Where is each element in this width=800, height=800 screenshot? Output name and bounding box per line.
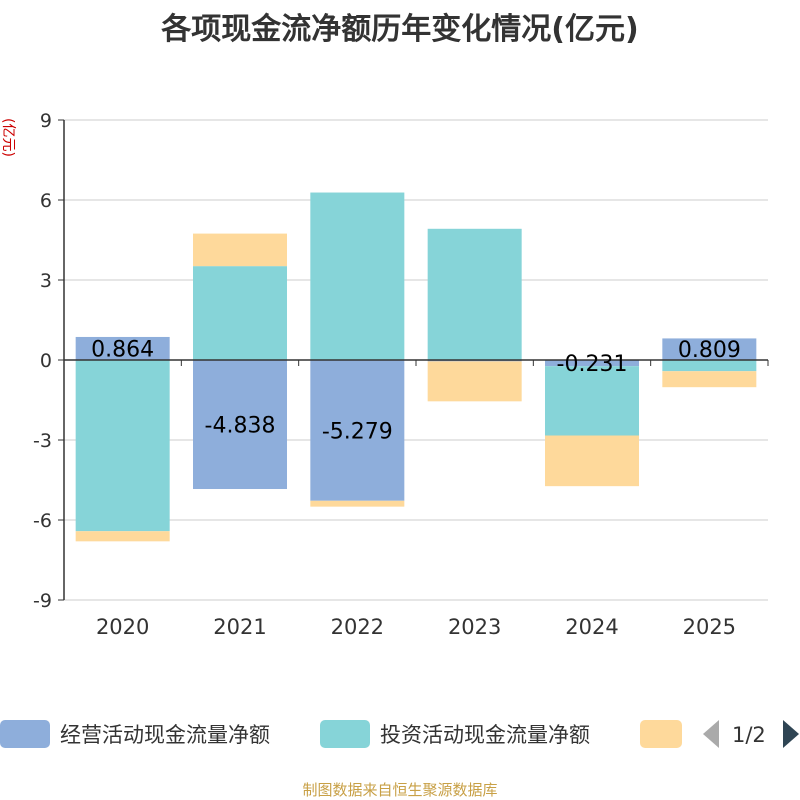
bar-2024-series-0[interactable] — [545, 360, 639, 367]
data-label-2020: 0.864 — [91, 337, 154, 362]
bar-2023-series-1[interactable] — [427, 228, 522, 360]
bar-2021-series-1[interactable] — [193, 266, 287, 360]
bar-2021-series-0[interactable] — [193, 360, 287, 490]
bar-2022-series-1[interactable] — [310, 192, 405, 360]
bar-2023-series-2[interactable] — [427, 361, 522, 402]
data-label-2021: -4.838 — [205, 414, 276, 439]
data-label-2024: -0.231 — [557, 352, 628, 377]
data-label-2022: -5.279 — [322, 419, 393, 444]
x-tick-label-2024: 2024 — [565, 615, 618, 639]
bar-2020-series-1[interactable] — [75, 360, 170, 532]
legend-label-operating[interactable]: 经营活动现金流量净额 — [60, 723, 270, 747]
data-label-2025: 0.809 — [678, 338, 741, 363]
legend-swatch-financing[interactable] — [640, 720, 682, 748]
y-tick-label-3: 0 — [40, 350, 52, 372]
chart-title: 各项现金流净额历年变化情况(亿元) — [161, 12, 639, 47]
bar-2025-series-2[interactable] — [662, 371, 757, 388]
y-tick-label-2: 3 — [40, 270, 52, 292]
data-labels: 0.864 -4.838 -5.279 -0.231 0.809 — [91, 337, 741, 444]
legend-page-indicator: 1/2 — [732, 723, 766, 747]
bar-2022-series-2[interactable] — [310, 500, 405, 507]
y-axis-label: (亿元) — [0, 118, 16, 157]
source-note: 制图数据来自恒生聚源数据库 — [302, 781, 497, 799]
x-tick-label-2023: 2023 — [448, 615, 501, 639]
legend-swatch-operating[interactable] — [0, 720, 50, 748]
bar-2024-series-1[interactable] — [545, 366, 639, 436]
bar-2024-series-2[interactable] — [545, 435, 639, 487]
legend-next-icon[interactable] — [783, 720, 799, 748]
legend-prev-icon[interactable] — [703, 720, 719, 748]
x-tick-label-2025: 2025 — [683, 615, 736, 639]
legend: 经营活动现金流量净额 投资活动现金流量净额 1/2 — [0, 720, 799, 748]
bar-2020-series-2[interactable] — [75, 531, 170, 542]
x-tick-label-2022: 2022 — [331, 615, 384, 639]
y-tick-label-6: -9 — [33, 590, 52, 612]
bar-2025-series-0[interactable] — [662, 338, 757, 360]
x-tick-label-2021: 2021 — [213, 615, 266, 639]
x-tick-label-2020: 2020 — [96, 615, 149, 639]
bar-2021-series-2[interactable] — [193, 233, 287, 267]
legend-label-investing[interactable]: 投资活动现金流量净额 — [380, 723, 590, 747]
y-tick-label-5: -6 — [33, 510, 52, 532]
y-tick-label-0: 9 — [40, 110, 52, 132]
bar-2022-series-0[interactable] — [310, 360, 405, 501]
legend-swatch-investing[interactable] — [320, 720, 370, 748]
axes: 9 6 3 0 -3 -6 -9 2020 2021 2022 2023 2024 2025 — [33, 110, 769, 639]
bar-2020-series-0[interactable] — [75, 336, 170, 360]
y-tick-label-4: -3 — [33, 430, 52, 452]
bar-2025-series-1[interactable] — [662, 360, 757, 372]
bars — [75, 192, 757, 542]
y-tick-label-1: 6 — [40, 190, 52, 212]
